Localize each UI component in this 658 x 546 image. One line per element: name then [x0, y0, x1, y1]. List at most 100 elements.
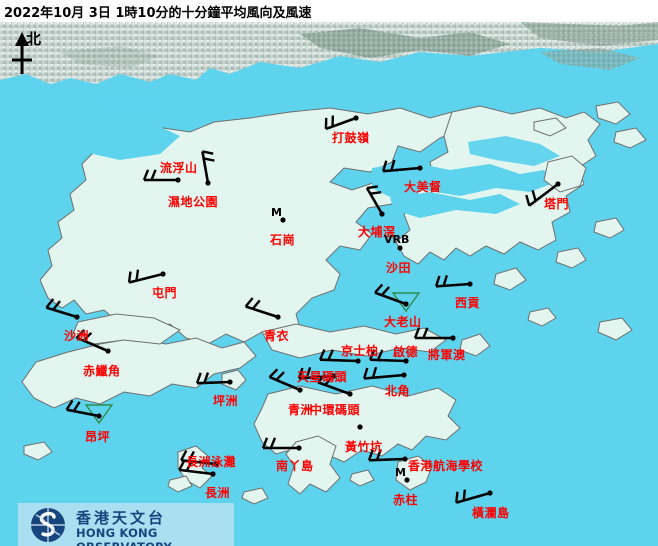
barb-shaft [374, 291, 407, 306]
wind-barb [381, 159, 423, 173]
wind-barb [75, 329, 111, 354]
wind-barb [324, 115, 359, 131]
station-label: 青衣 [264, 329, 290, 343]
barb-feather [305, 367, 312, 379]
station-label: 屯門 [152, 286, 178, 300]
wind-barb [317, 373, 353, 397]
barb-shaft [383, 166, 421, 173]
barb-shaft [319, 358, 359, 363]
station-label: 大埔滘 [358, 225, 396, 239]
station-label: 青洲 [288, 403, 314, 417]
barb-feather [442, 275, 449, 287]
station-label: 塔門 [544, 197, 570, 211]
barb-shaft [179, 468, 214, 476]
station-dot [397, 245, 403, 251]
barb-shaft [128, 272, 164, 284]
station-label: 中環碼頭 [310, 403, 361, 417]
calm-wind-marker: M [271, 206, 282, 219]
barb-feather [381, 160, 388, 172]
barb-feather [180, 450, 188, 461]
barb-shaft [368, 457, 406, 462]
hko-logo: 香港天文台 HONG KONG OBSERVATORY [18, 503, 234, 546]
mainland-hills [300, 28, 510, 58]
wind-barb [413, 327, 456, 341]
wind-barb-layer [45, 115, 561, 504]
map-graphics [0, 22, 658, 546]
station-label: 北角 [385, 384, 411, 398]
station-label: 大美督 [404, 180, 442, 194]
wind-barb [367, 449, 408, 462]
barb-shaft [364, 373, 405, 380]
variable-wind-marker: VRB [384, 233, 410, 246]
wind-barb [142, 169, 181, 183]
barb-feather [203, 372, 210, 384]
barb-feather [127, 271, 132, 283]
wind-barb [127, 269, 166, 284]
barb-feather [317, 373, 327, 384]
barb-feather [178, 459, 186, 471]
barb-feather [82, 331, 93, 342]
barb-feather [203, 157, 215, 162]
barb-shaft [66, 408, 100, 418]
barb-feather [297, 367, 304, 379]
station-label: 將軍澳 [428, 348, 466, 362]
barb-feather [413, 327, 421, 339]
barb-feather [370, 190, 382, 195]
station-label: 西貢 [455, 296, 481, 310]
barb-feather [368, 349, 376, 361]
wind-barb [525, 181, 561, 207]
title-bar: 2022年10月 3日 1時10分的十分鐘平均風向及風速 [0, 0, 658, 22]
station-label: 赤鱲角 [83, 364, 121, 378]
barb-shaft [76, 336, 109, 353]
station-label: 橫瀾島 [472, 506, 510, 520]
wind-barb [244, 297, 281, 320]
station-label: 石崗 [270, 233, 296, 247]
station-dot [357, 424, 363, 430]
barb-shaft [365, 187, 384, 215]
barb-feather [269, 437, 277, 449]
barb-feather [244, 297, 254, 308]
barb-feather [363, 367, 369, 379]
barb-feather [150, 169, 157, 181]
barb-feather [275, 371, 285, 381]
barb-shaft [46, 306, 78, 319]
station-dot [280, 217, 286, 223]
barb-feather [318, 349, 326, 361]
barb-feather [531, 189, 537, 202]
barb-feather [376, 349, 384, 361]
barb-feather [390, 159, 396, 171]
wind-barb [261, 437, 302, 451]
barb-shaft [196, 380, 231, 385]
barb-feather [195, 372, 202, 384]
barb-feather [455, 491, 459, 503]
wind-barb [201, 150, 215, 186]
hko-logo-english: HONG KONG OBSERVATORY [76, 526, 172, 546]
barb-feather [261, 437, 269, 449]
barb-shaft [528, 182, 559, 207]
wind-barb [404, 477, 410, 483]
station-label: 南丫島 [276, 459, 314, 473]
barb-feather [187, 450, 196, 462]
barb-shaft [245, 305, 279, 319]
barb-feather [462, 489, 467, 501]
station-label: 沙田 [386, 261, 412, 275]
barb-feather [366, 185, 379, 190]
wind-barb [45, 298, 80, 320]
barb-feather [52, 300, 61, 311]
hko-logo-chinese: 香港天文台 [76, 509, 167, 527]
barb-feather [525, 194, 531, 206]
barb-feather [75, 329, 86, 339]
station-label: 京士柏 [341, 344, 379, 358]
barb-shaft [298, 374, 335, 380]
barb-feather [268, 368, 279, 378]
barb-shaft [201, 151, 210, 184]
north-label: 北 [26, 30, 42, 48]
barb-feather [45, 298, 55, 309]
wind-barb [374, 283, 421, 313]
station-label: 長洲 [205, 486, 231, 500]
north-arrow-icon [12, 32, 32, 74]
barb-feather [324, 375, 334, 386]
wind-barb [357, 424, 363, 430]
map-canvas[interactable]: 北 流浮山 濕地公園 打鼓嶺 大美督 塔門 石崗 M 大埔滘 沙田 VRB 屯門 西貢 大老山 沙洲 赤鱲角… [0, 22, 658, 546]
